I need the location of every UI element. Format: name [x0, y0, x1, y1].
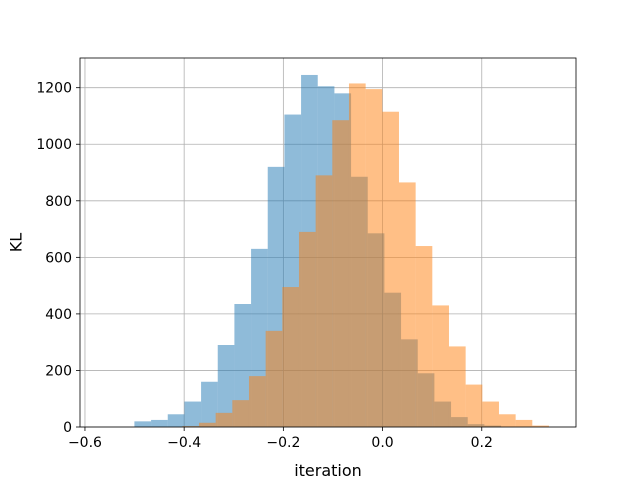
histogram-bar-series-2: [432, 305, 449, 427]
histogram-bars: [134, 74, 549, 428]
histogram-bar-series-1: [184, 401, 202, 427]
histogram-bar-series-2: [365, 89, 383, 427]
y-tick-label: 400: [45, 307, 72, 323]
y-tick-label: 1200: [36, 81, 72, 97]
histogram-bar-series-1: [167, 414, 185, 427]
y-tick-label: 0: [63, 420, 72, 436]
histogram-bar-series-2: [298, 231, 316, 427]
plot-frame: [79, 57, 577, 428]
y-tick-label: 800: [45, 194, 72, 210]
histogram-bar-series-2: [215, 412, 233, 427]
y-tick-label: 1000: [36, 137, 72, 153]
histogram-bar-series-1: [151, 419, 168, 427]
histogram-bar-series-2: [282, 287, 299, 427]
axis-ticks: −0.6 −0.4 −0.2 0.0 0.2 0 200 400 600 800 1000 1200: [36, 81, 493, 451]
histogram-bar-series-2: [332, 120, 349, 427]
histogram-bar-series-2: [415, 246, 433, 427]
histogram-bar-series-1: [217, 345, 235, 427]
histogram-bar-series-1: [201, 381, 218, 427]
histogram-bar-series-2: [382, 111, 399, 428]
y-tick-label: 600: [45, 250, 72, 266]
x-tick-label: 0.0: [371, 435, 393, 451]
histogram-bar-series-1: [234, 304, 252, 427]
histogram-bar-series-2: [448, 346, 466, 427]
histogram-bar-series-2: [248, 376, 266, 427]
histogram-bar-series-2: [348, 83, 366, 427]
histogram-bar-series-2: [465, 384, 483, 427]
x-tick-label: −0.2: [266, 435, 300, 451]
histogram-bar-series-2: [532, 425, 549, 427]
histogram-bar-series-2: [315, 175, 333, 427]
histogram-bar-series-2: [265, 330, 283, 427]
histogram-bar-series-2: [515, 419, 533, 427]
histogram-bar-series-2: [482, 401, 499, 427]
histogram-bar-series-2: [398, 182, 416, 427]
y-axis-label: KL: [7, 233, 26, 252]
histogram-bar-series-1: [134, 421, 152, 427]
x-tick-label: −0.6: [68, 435, 102, 451]
y-tick-label: 200: [45, 363, 72, 379]
histogram-bar-series-2: [498, 414, 516, 427]
histogram-bar-series-2: [232, 400, 249, 427]
x-tick-label: 0.2: [471, 435, 493, 451]
x-tick-label: −0.4: [167, 435, 201, 451]
histogram-bar-series-2: [198, 422, 216, 427]
x-axis-label: iteration: [294, 461, 362, 480]
histogram-bar-series-2: [182, 426, 199, 427]
